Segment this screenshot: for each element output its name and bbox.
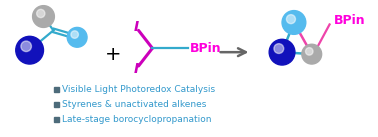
Circle shape bbox=[71, 31, 78, 38]
Circle shape bbox=[269, 39, 295, 65]
Text: +: + bbox=[105, 45, 121, 64]
Bar bbox=[54, 117, 59, 122]
Circle shape bbox=[21, 41, 31, 52]
Circle shape bbox=[282, 11, 306, 34]
Circle shape bbox=[274, 44, 284, 53]
Circle shape bbox=[37, 9, 45, 18]
Bar bbox=[54, 102, 59, 107]
Text: I: I bbox=[134, 20, 139, 34]
Bar bbox=[54, 87, 59, 92]
Text: Visible Light Photoredox Catalysis: Visible Light Photoredox Catalysis bbox=[62, 85, 215, 94]
Circle shape bbox=[67, 27, 87, 47]
Text: BPin: BPin bbox=[333, 14, 365, 27]
Text: I: I bbox=[134, 62, 139, 76]
Text: Late-stage borocyclopropanation: Late-stage borocyclopropanation bbox=[62, 115, 212, 124]
Circle shape bbox=[33, 6, 54, 27]
Text: Styrenes & unactivated alkenes: Styrenes & unactivated alkenes bbox=[62, 100, 207, 109]
Circle shape bbox=[305, 48, 313, 55]
Circle shape bbox=[302, 44, 322, 64]
Circle shape bbox=[287, 15, 296, 24]
Circle shape bbox=[16, 36, 43, 64]
Text: BPin: BPin bbox=[190, 42, 222, 55]
